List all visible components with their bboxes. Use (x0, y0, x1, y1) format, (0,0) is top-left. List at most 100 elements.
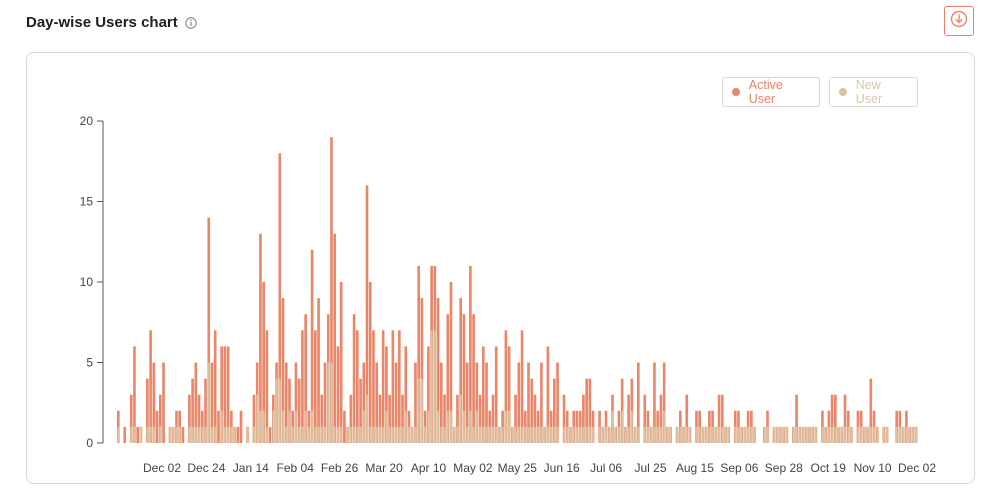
bar-active-user (146, 378, 149, 443)
bar-new-user (676, 426, 678, 443)
bar-new-user (834, 426, 837, 443)
bar-new-user (504, 410, 507, 443)
bar-new-user (827, 426, 830, 443)
bar-active-user (278, 153, 282, 443)
bar-new-user (511, 426, 514, 443)
bar-new-user (433, 330, 436, 443)
bar-new-user (401, 426, 404, 443)
bar-new-user (724, 426, 727, 443)
bar-active-user (330, 137, 333, 443)
bar-new-user (288, 410, 291, 443)
bar-new-user (666, 426, 669, 443)
legend-item-active-user[interactable]: Active User (722, 77, 820, 107)
x-tick-label: Feb 26 (321, 461, 359, 475)
bar-active-user (843, 394, 847, 443)
x-tick-label: Jan 14 (233, 461, 269, 475)
bar-new-user (514, 426, 517, 443)
bar-new-user (608, 426, 611, 443)
bar-new-user (259, 410, 262, 443)
bar-new-user (530, 426, 533, 443)
bar-new-user (750, 426, 753, 443)
bar-new-user (349, 426, 352, 443)
bar-new-user (579, 426, 582, 443)
bar-new-user (831, 426, 834, 443)
bar-new-user (198, 426, 200, 443)
bar-new-user (588, 426, 591, 443)
bar-new-user (130, 426, 133, 443)
x-tick-label: Dec 02 (143, 461, 181, 475)
bar-active-user (585, 378, 588, 443)
bar-new-user (446, 410, 449, 443)
bar-active-user (514, 394, 517, 443)
bar-new-user (556, 426, 559, 443)
bar-new-user (388, 426, 391, 443)
bar-new-user (534, 426, 536, 443)
bar-new-user (282, 410, 284, 443)
x-tick-label: Jun 16 (544, 461, 580, 475)
download-button[interactable] (944, 6, 974, 36)
bar-new-user (366, 394, 368, 443)
bar-new-user (356, 426, 359, 443)
bar-new-user (424, 426, 427, 443)
bar-new-user (456, 426, 459, 443)
bar-active-user (194, 362, 198, 443)
legend-item-new-user[interactable]: New User (829, 77, 918, 107)
bar-new-user (886, 426, 888, 443)
bar-new-user (537, 426, 540, 443)
bar-active-user (239, 410, 243, 443)
bar-active-user (417, 265, 421, 443)
bar-new-user (159, 426, 162, 443)
bar-new-user (220, 410, 223, 443)
bar-new-user (705, 426, 708, 443)
bar-new-user (327, 362, 330, 443)
bar-new-user (469, 410, 472, 443)
bar-new-user (204, 426, 207, 443)
bar-active-user (349, 394, 353, 443)
bar-new-user (214, 426, 217, 443)
bar-new-user (747, 426, 750, 443)
bar-new-user (882, 426, 885, 443)
bar-new-user (314, 426, 317, 443)
bar-active-user (191, 378, 194, 443)
bar-active-user (720, 394, 724, 443)
bar-new-user (230, 426, 233, 443)
bar-new-user (291, 426, 294, 443)
bar-active-user (491, 394, 495, 443)
bar-new-user (873, 426, 876, 443)
bar-new-user (498, 426, 501, 443)
info-icon[interactable] (185, 16, 197, 29)
bar-new-user (362, 410, 365, 443)
bar-active-user (372, 330, 375, 443)
bar-new-user (630, 410, 633, 443)
bar-active-user (297, 378, 301, 443)
legend-marker-active-user (732, 88, 740, 96)
bar-new-user (776, 426, 779, 443)
bar-active-user (262, 282, 265, 443)
bar-active-user (323, 362, 327, 443)
bar-new-user (391, 426, 394, 443)
bar-active-user (517, 362, 521, 443)
chart-title: Day-wise Users chart (26, 13, 178, 31)
bar-new-user (915, 426, 917, 443)
y-tick-label: 5 (86, 356, 93, 370)
bar-active-user (385, 346, 388, 443)
bar-active-user (213, 330, 217, 443)
bar-new-user (330, 362, 333, 443)
bar-new-user (495, 426, 498, 443)
bar-active-user (197, 394, 201, 443)
bar-active-user (158, 394, 162, 443)
bar-new-user (714, 426, 717, 443)
bar-active-user (834, 394, 837, 443)
bar-new-user (634, 426, 637, 443)
bar-new-user (369, 426, 372, 443)
bar-new-user (307, 426, 310, 443)
bar-new-user (359, 426, 362, 443)
bar-active-user (181, 426, 185, 443)
bar-new-user (488, 426, 491, 443)
bar-active-user (449, 282, 453, 443)
bar-new-user (563, 426, 565, 443)
bar-active-user (152, 362, 156, 443)
bar-new-user (653, 426, 656, 443)
bar-active-user (830, 394, 834, 443)
bar-new-user (773, 426, 775, 443)
